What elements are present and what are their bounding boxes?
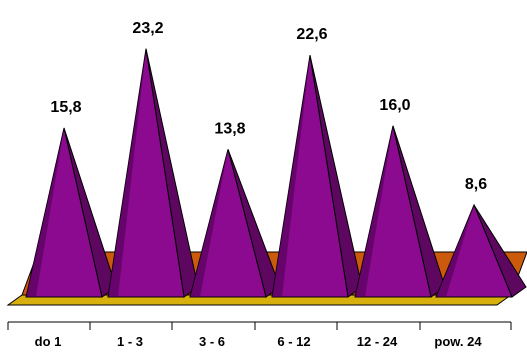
pyramid-front-12-24 (354, 125, 432, 298)
pyramid-front-pow-24 (435, 203, 513, 298)
pyramid-edge-12-24 (355, 125, 393, 297)
data-label-6-12: 22,6 (296, 26, 327, 43)
tick-label-do-1: do 1 (35, 334, 62, 349)
pyramids (25, 48, 527, 298)
category-axis: do 1 1 - 3 3 - 6 6 - 12 12 - 24 pow. 24 (7, 321, 512, 349)
pyramid-edge-6-12 (272, 55, 310, 298)
pyramid-6-12 (271, 55, 363, 298)
pyramid-do-1 (25, 127, 117, 298)
pyramid-edge-3-6 (190, 149, 228, 297)
pyramid-edge-pow-24 (436, 204, 474, 297)
pyramid-pow-24 (435, 203, 527, 298)
tick-label-1-3: 1 - 3 (117, 334, 143, 349)
data-label-pow-24: 8,6 (465, 176, 487, 193)
data-label-do-1: 15,8 (50, 99, 81, 116)
tick-label-6-12: 6 - 12 (277, 334, 310, 349)
tick-label-pow-24: pow. 24 (434, 334, 482, 349)
data-label-12-24: 16,0 (379, 97, 410, 114)
data-labels: 15,8 23,2 13,8 22,6 16,0 8,6 (50, 20, 487, 193)
pyramid-edge-do-1 (26, 127, 64, 297)
data-label-3-6: 13,8 (214, 120, 245, 137)
tick-label-3-6: 3 - 6 (199, 334, 225, 349)
pyramid-1-3 (107, 48, 199, 298)
data-label-1-3: 23,2 (132, 20, 163, 37)
pyramid-3-6 (189, 149, 281, 298)
pyramid-edge-1-3 (108, 48, 146, 298)
pyramid-12-24 (354, 125, 446, 298)
tick-label-12-24: 12 - 24 (357, 334, 398, 349)
